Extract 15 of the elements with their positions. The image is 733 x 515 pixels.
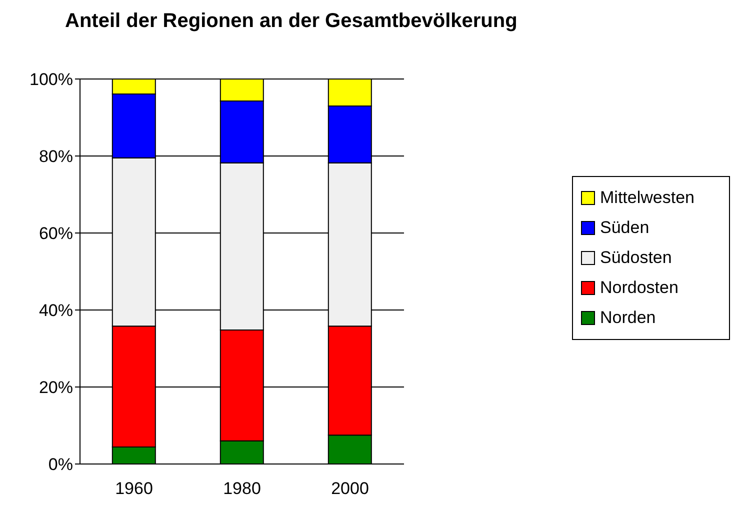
legend-label: Südosten [600, 248, 672, 268]
legend-label: Mittelwesten [600, 188, 694, 208]
x-tick-label: 1980 [223, 479, 261, 498]
legend-label: Süden [600, 218, 650, 238]
x-tick-label: 2000 [331, 479, 369, 498]
x-tick-label: 1960 [115, 479, 153, 498]
y-tick-label: 100% [30, 70, 73, 90]
y-tick-label: 60% [38, 224, 73, 244]
y-tick-label: 40% [38, 301, 73, 320]
y-tick-label: 20% [38, 378, 73, 398]
chart-title: Anteil der Regionen an der Gesamtbevölkerung [65, 10, 518, 33]
y-tick-label: 80% [38, 147, 73, 166]
legend-label: Norden [600, 308, 656, 328]
legend-label: Nordosten [600, 278, 678, 298]
y-tick-label: 0% [48, 455, 73, 474]
